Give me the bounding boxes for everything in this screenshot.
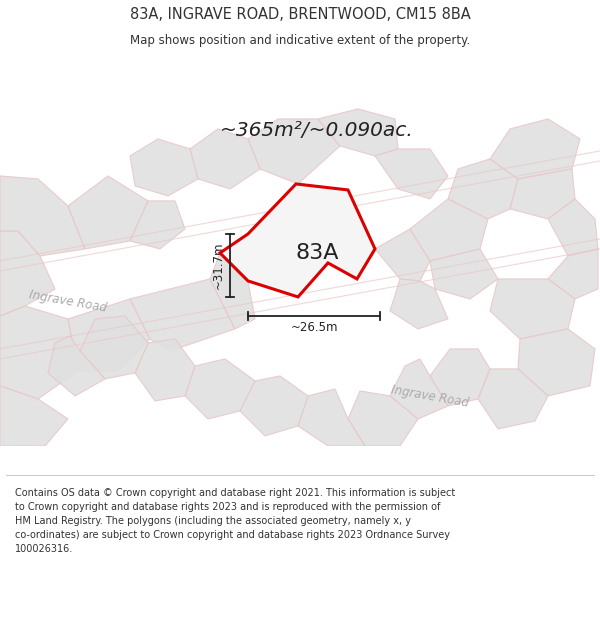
Polygon shape: [248, 119, 340, 184]
Polygon shape: [130, 201, 185, 249]
Polygon shape: [68, 176, 148, 249]
Polygon shape: [48, 336, 105, 396]
Polygon shape: [0, 306, 78, 399]
Polygon shape: [68, 299, 150, 371]
Text: ~365m²/~0.090ac.: ~365m²/~0.090ac.: [220, 121, 414, 140]
Polygon shape: [185, 359, 255, 419]
Polygon shape: [0, 231, 55, 316]
Polygon shape: [390, 359, 448, 419]
Polygon shape: [548, 249, 598, 299]
Text: ~31.7m: ~31.7m: [212, 242, 224, 289]
Polygon shape: [135, 339, 195, 401]
Polygon shape: [490, 119, 580, 179]
Polygon shape: [210, 234, 255, 329]
Text: 83A: 83A: [295, 242, 339, 262]
Polygon shape: [375, 149, 448, 199]
Polygon shape: [375, 229, 430, 281]
Polygon shape: [478, 369, 548, 429]
Polygon shape: [240, 376, 308, 436]
Polygon shape: [448, 159, 518, 219]
Polygon shape: [518, 329, 595, 396]
Text: ~26.5m: ~26.5m: [290, 321, 338, 334]
Polygon shape: [298, 389, 365, 446]
Polygon shape: [548, 199, 598, 256]
Text: Contains OS data © Crown copyright and database right 2021. This information is : Contains OS data © Crown copyright and d…: [15, 488, 455, 554]
Polygon shape: [430, 349, 490, 406]
Polygon shape: [0, 176, 85, 256]
Polygon shape: [390, 279, 448, 329]
Polygon shape: [0, 386, 68, 446]
Text: Ingrave Road: Ingrave Road: [28, 288, 108, 314]
Polygon shape: [130, 139, 198, 196]
Polygon shape: [318, 109, 398, 156]
Polygon shape: [348, 391, 418, 446]
Text: Map shows position and indicative extent of the property.: Map shows position and indicative extent…: [130, 34, 470, 47]
Polygon shape: [510, 169, 575, 219]
Polygon shape: [490, 279, 575, 339]
Polygon shape: [190, 129, 260, 189]
Text: 83A, INGRAVE ROAD, BRENTWOOD, CM15 8BA: 83A, INGRAVE ROAD, BRENTWOOD, CM15 8BA: [130, 6, 470, 21]
Polygon shape: [410, 199, 488, 261]
Text: Ingrave Road: Ingrave Road: [390, 382, 470, 409]
Polygon shape: [430, 249, 498, 299]
Polygon shape: [220, 184, 375, 297]
Polygon shape: [130, 279, 235, 351]
Polygon shape: [80, 316, 148, 379]
